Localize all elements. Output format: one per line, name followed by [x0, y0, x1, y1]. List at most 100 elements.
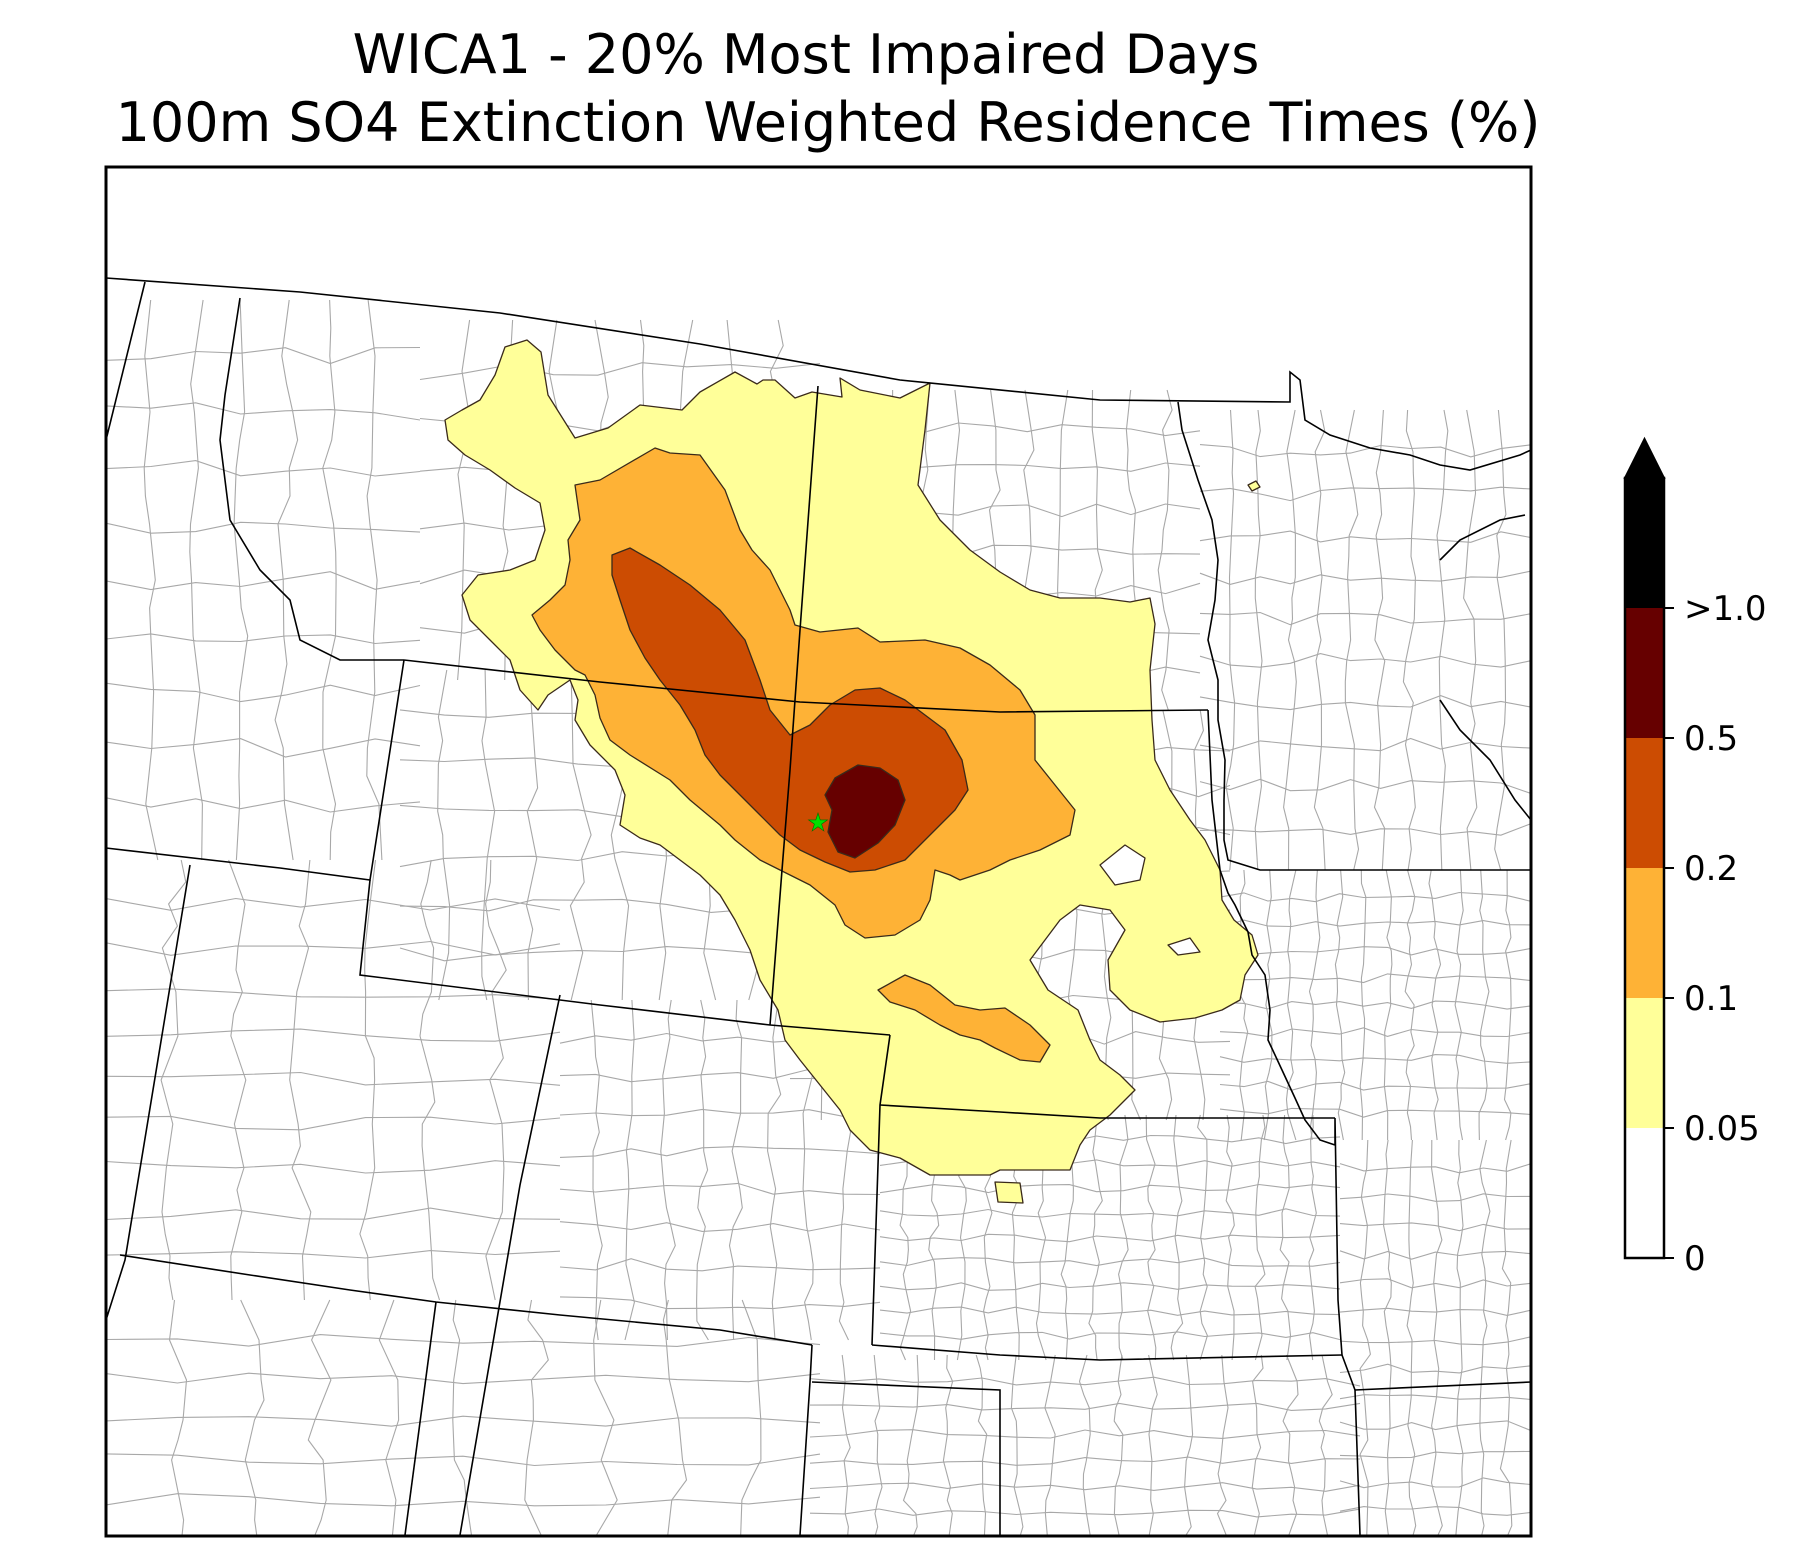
- state-boundary-21: [1439, 514, 1526, 561]
- county-line-68: [481, 669, 496, 1001]
- county-line-164: [1145, 1114, 1157, 1361]
- state-boundary-15: [404, 1301, 437, 1536]
- state-boundary-20: [1439, 699, 1531, 821]
- state-boundary-10: [879, 1104, 1335, 1119]
- colorbar-bin-5: [1625, 608, 1664, 738]
- county-line-144: [767, 999, 782, 1341]
- county-line-47: [1225, 409, 1236, 871]
- county-line-199: [1339, 1506, 1531, 1516]
- county-line-124: [160, 859, 187, 1301]
- county-line-139: [590, 999, 603, 1341]
- map-panel: [104, 165, 1533, 1538]
- county-line-69: [525, 669, 539, 1001]
- county-line-5: [322, 299, 337, 861]
- county-line-3: [233, 299, 249, 861]
- chart-title-line2: 100m SO4 Extinction Weighted Residence T…: [116, 91, 1541, 154]
- county-line-151: [559, 1182, 881, 1196]
- state-boundary-22: [106, 281, 146, 441]
- county-line-177: [879, 1282, 1341, 1291]
- county-line-64: [1199, 737, 1531, 752]
- county-line-135: [106, 1115, 561, 1131]
- county-line-220: [1044, 1354, 1056, 1536]
- county-line-53: [1402, 409, 1416, 871]
- county-line-189: [1339, 1222, 1531, 1232]
- county-line-228: [1318, 1354, 1333, 1536]
- county-line-213: [106, 1493, 821, 1507]
- county-line-226: [1251, 1354, 1264, 1536]
- county-line-122: [1219, 1080, 1531, 1091]
- county-line-149: [559, 1108, 881, 1118]
- county-line-136: [106, 1160, 561, 1174]
- county-line-108: [1359, 869, 1367, 1141]
- county-line-24: [419, 362, 821, 381]
- county-line-132: [106, 988, 561, 1001]
- county-line-154: [559, 1296, 881, 1310]
- county-line-51: [1344, 409, 1360, 871]
- county-line-15: [106, 797, 421, 813]
- colorbar-ticks: 0 0.05 0.1 0.2 0.5 >1.0: [1664, 589, 1767, 1279]
- county-line-207: [662, 1299, 688, 1536]
- county-line-70: [569, 669, 592, 1001]
- county-line-201: [240, 1299, 265, 1536]
- county-line-233: [809, 1482, 1361, 1492]
- county-line-181: [1383, 1139, 1392, 1536]
- county-line-219: [1010, 1354, 1024, 1536]
- county-line-223: [1148, 1354, 1158, 1536]
- county-line-155: [899, 1114, 913, 1361]
- colorbar-tick-label-2: 0.05: [1684, 1109, 1760, 1149]
- county-line-195: [1339, 1394, 1531, 1401]
- colorbar-tick-label-3: 0.1: [1684, 979, 1738, 1019]
- county-line-198: [1339, 1477, 1531, 1489]
- county-line-163: [1118, 1114, 1129, 1361]
- county-line-178: [879, 1306, 1341, 1316]
- state-boundary-9: [871, 1034, 891, 1346]
- colorbar-tick-label-5: 0.5: [1684, 719, 1738, 759]
- county-line-183: [1430, 1139, 1443, 1536]
- county-line-9: [106, 460, 421, 477]
- county-line-176: [879, 1257, 1341, 1267]
- county-line-126: [289, 859, 312, 1301]
- colorbar-tick-label-6: >1.0: [1684, 589, 1767, 629]
- county-line-138: [106, 1250, 561, 1259]
- county-line-188: [1339, 1193, 1531, 1202]
- state-boundary-5: [1207, 709, 1336, 1146]
- county-line-123: [1219, 1107, 1531, 1118]
- county-line-129: [485, 859, 507, 1301]
- county-line-190: [1339, 1250, 1531, 1260]
- county-line-119: [1219, 1000, 1531, 1010]
- state-boundary-4: [769, 385, 819, 1026]
- county-line-175: [879, 1233, 1341, 1243]
- county-line-137: [106, 1207, 561, 1221]
- county-line-105: [1285, 869, 1297, 1141]
- contour-level-0.5: [824, 764, 906, 859]
- county-line-212: [106, 1453, 821, 1467]
- colorbar: 0 0.05 0.1 0.2 0.5 >1.0: [1623, 436, 1767, 1279]
- state-boundary-3: [403, 659, 1209, 713]
- colorbar-bin-1: [1625, 1128, 1664, 1258]
- county-line-179: [879, 1331, 1341, 1341]
- colorbar-bin-4: [1625, 738, 1664, 868]
- colorbar-extend-arrow: [1623, 436, 1666, 479]
- state-boundary-11: [1334, 1117, 1343, 1356]
- county-line-168: [1254, 1114, 1266, 1361]
- county-line-131: [106, 940, 561, 956]
- county-line-194: [1339, 1363, 1531, 1374]
- county-line-4: [274, 299, 299, 861]
- county-line-2: [189, 299, 204, 861]
- county-line-58: [1199, 486, 1531, 502]
- county-line-48: [1254, 409, 1263, 871]
- colorbar-bins: [1625, 478, 1664, 1258]
- county-line-50: [1313, 409, 1326, 871]
- county-line-221: [1078, 1354, 1091, 1536]
- county-line-16: [457, 319, 472, 681]
- county-line-127: [359, 859, 377, 1301]
- state-boundary-16: [799, 1344, 813, 1536]
- county-line-214: [841, 1354, 851, 1536]
- county-line-128: [419, 859, 441, 1301]
- county-line-67: [437, 669, 451, 1001]
- state-boundary-17: [811, 1381, 1001, 1535]
- contour-level-0.1-south: [877, 974, 1051, 1063]
- county-line-63: [1199, 695, 1531, 711]
- chart-title-line1: WICA1 - 20% Most Impaired Days: [353, 23, 1260, 86]
